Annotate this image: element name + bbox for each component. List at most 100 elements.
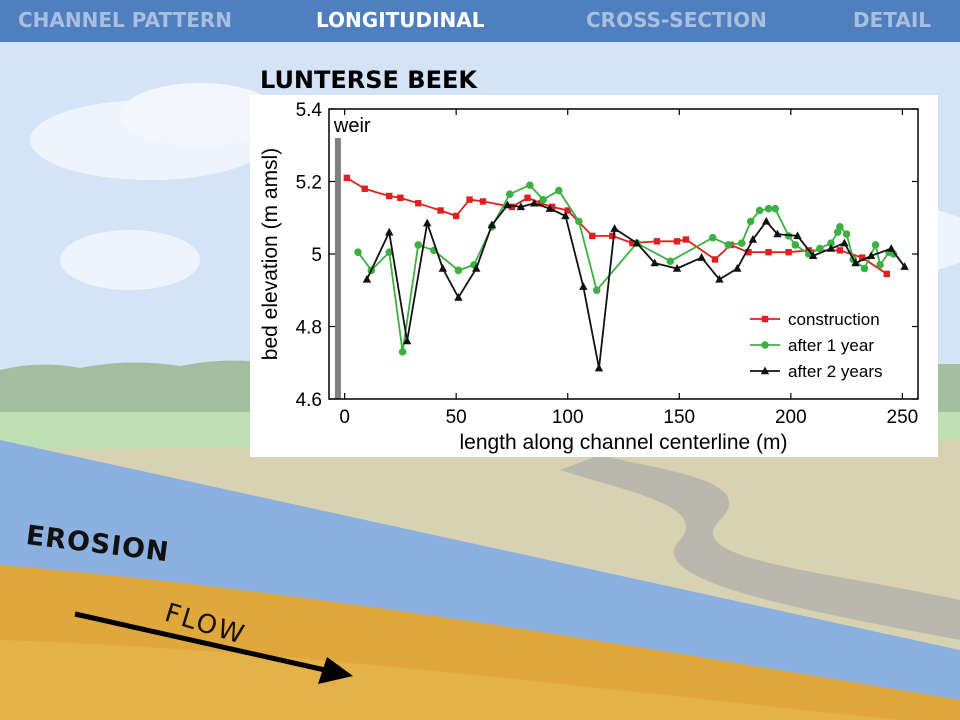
x-tick-label: 150 bbox=[663, 407, 695, 428]
legend-marker bbox=[761, 315, 769, 323]
data-point-after-1-year bbox=[592, 286, 601, 295]
data-point-after-2-years bbox=[773, 229, 782, 238]
data-point-after-1-year bbox=[816, 244, 824, 253]
legend-marker bbox=[760, 366, 770, 375]
data-point-after-2-years bbox=[793, 231, 802, 240]
data-point-after-1-year bbox=[746, 217, 755, 226]
weir-bar bbox=[334, 138, 341, 399]
data-point-construction bbox=[361, 185, 368, 192]
data-point-construction bbox=[859, 254, 866, 261]
tab-detail[interactable]: DETAIL bbox=[853, 8, 932, 32]
legend-marker bbox=[761, 341, 769, 349]
data-point-construction bbox=[437, 207, 444, 214]
data-point-after-2-years bbox=[851, 258, 860, 267]
data-point-after-1-year bbox=[860, 264, 869, 273]
data-point-after-1-year bbox=[354, 248, 362, 256]
data-point-after-1-year bbox=[764, 204, 773, 213]
data-point-after-2-years bbox=[840, 238, 849, 247]
chart-title: LUNTERSE BEEK bbox=[260, 66, 477, 94]
data-point-construction bbox=[883, 270, 890, 278]
data-point-after-1-year bbox=[871, 241, 880, 249]
data-point-construction bbox=[785, 248, 792, 256]
y-tick-label: 4.6 bbox=[296, 390, 322, 411]
data-point-after-1-year bbox=[505, 190, 514, 198]
data-point-after-1-year bbox=[836, 223, 844, 231]
data-point-construction bbox=[673, 238, 681, 245]
longitudinal-profile-chart: weir 0 50 100 150 200 250 4.6 4.8 5 5.2 5.4 length a… bbox=[259, 100, 919, 454]
tab-channel-pattern[interactable]: CHANNEL PATTERN bbox=[18, 8, 233, 32]
data-point-after-1-year bbox=[755, 206, 764, 215]
data-point-after-2-years bbox=[672, 264, 682, 272]
data-point-after-2-years bbox=[402, 336, 412, 345]
data-point-after-2-years bbox=[733, 264, 742, 272]
data-point-after-2-years bbox=[632, 238, 642, 247]
data-point-construction bbox=[745, 248, 752, 256]
data-point-construction bbox=[682, 236, 690, 243]
x-tick-label: 50 bbox=[446, 407, 467, 428]
x-tick-label: 100 bbox=[552, 407, 584, 428]
data-point-construction bbox=[609, 232, 616, 240]
data-point-after-2-years bbox=[530, 198, 539, 207]
data-point-after-1-year bbox=[889, 250, 898, 258]
data-point-after-1-year bbox=[575, 217, 583, 226]
data-point-construction bbox=[466, 196, 473, 203]
data-point-construction bbox=[415, 200, 422, 207]
weir-label: weir bbox=[333, 115, 371, 137]
data-point-after-2-years bbox=[579, 282, 588, 290]
data-point-after-1-year bbox=[724, 241, 733, 249]
data-point-construction bbox=[836, 247, 844, 254]
data-point-after-2-years bbox=[748, 235, 758, 243]
legend-label: after 1 year bbox=[788, 336, 874, 355]
data-point-after-1-year bbox=[827, 239, 835, 247]
data-point-after-2-years bbox=[516, 202, 526, 211]
cloud bbox=[60, 230, 200, 290]
data-point-after-2-years bbox=[808, 251, 818, 260]
data-point-after-1-year bbox=[876, 261, 884, 269]
data-point-construction bbox=[653, 238, 661, 245]
data-point-after-1-year bbox=[708, 233, 717, 242]
data-point-after-2-years bbox=[650, 258, 659, 267]
data-point-construction bbox=[711, 256, 719, 263]
data-point-after-2-years bbox=[487, 220, 497, 229]
data-point-after-2-years bbox=[422, 218, 432, 227]
data-point-after-2-years bbox=[900, 262, 909, 270]
data-point-after-2-years bbox=[503, 200, 512, 209]
data-point-after-2-years bbox=[826, 244, 836, 252]
tab-cross-section[interactable]: CROSS-SECTION bbox=[586, 8, 767, 32]
legend-label: after 2 years bbox=[788, 362, 883, 381]
cloud bbox=[120, 83, 280, 147]
data-point-after-2-years bbox=[438, 264, 447, 272]
y-tick-label: 5 bbox=[311, 245, 322, 266]
top-nav-bar: CHANNEL PATTERN LONGITUDINAL CROSS-SECTI… bbox=[0, 0, 960, 42]
data-point-after-1-year bbox=[454, 266, 463, 275]
x-tick-label: 250 bbox=[887, 407, 919, 428]
data-point-after-2-years bbox=[362, 274, 372, 283]
x-axis-label: length along channel centerline (m) bbox=[459, 431, 787, 454]
data-point-after-1-year bbox=[525, 181, 534, 189]
data-point-after-1-year bbox=[398, 348, 407, 356]
legend-label: construction bbox=[788, 310, 880, 329]
data-point-after-1-year bbox=[737, 239, 746, 247]
data-point-construction bbox=[397, 194, 404, 202]
data-point-after-1-year bbox=[414, 241, 423, 249]
tab-longitudinal[interactable]: LONGITUDINAL bbox=[316, 8, 485, 32]
data-point-after-2-years bbox=[594, 363, 604, 372]
data-point-after-2-years bbox=[610, 224, 619, 232]
data-point-after-2-years bbox=[454, 293, 463, 301]
y-tick-label: 4.8 bbox=[296, 318, 322, 339]
data-point-after-2-years bbox=[866, 251, 876, 260]
data-point-construction bbox=[386, 192, 393, 200]
data-point-after-1-year bbox=[842, 230, 851, 238]
y-tick-label: 5.4 bbox=[296, 100, 323, 121]
data-point-construction bbox=[479, 198, 487, 205]
data-point-construction bbox=[548, 203, 556, 211]
data-point-after-1-year bbox=[539, 195, 547, 204]
data-point-construction bbox=[629, 239, 636, 247]
river-stream bbox=[560, 455, 960, 640]
data-point-after-2-years bbox=[472, 264, 481, 272]
data-point-construction bbox=[452, 212, 460, 220]
data-point-construction bbox=[765, 248, 772, 256]
y-tick-label: 5.2 bbox=[296, 173, 322, 194]
data-point-after-1-year bbox=[385, 248, 394, 256]
y-axis-label: bed elevation (m amsl) bbox=[259, 148, 282, 360]
